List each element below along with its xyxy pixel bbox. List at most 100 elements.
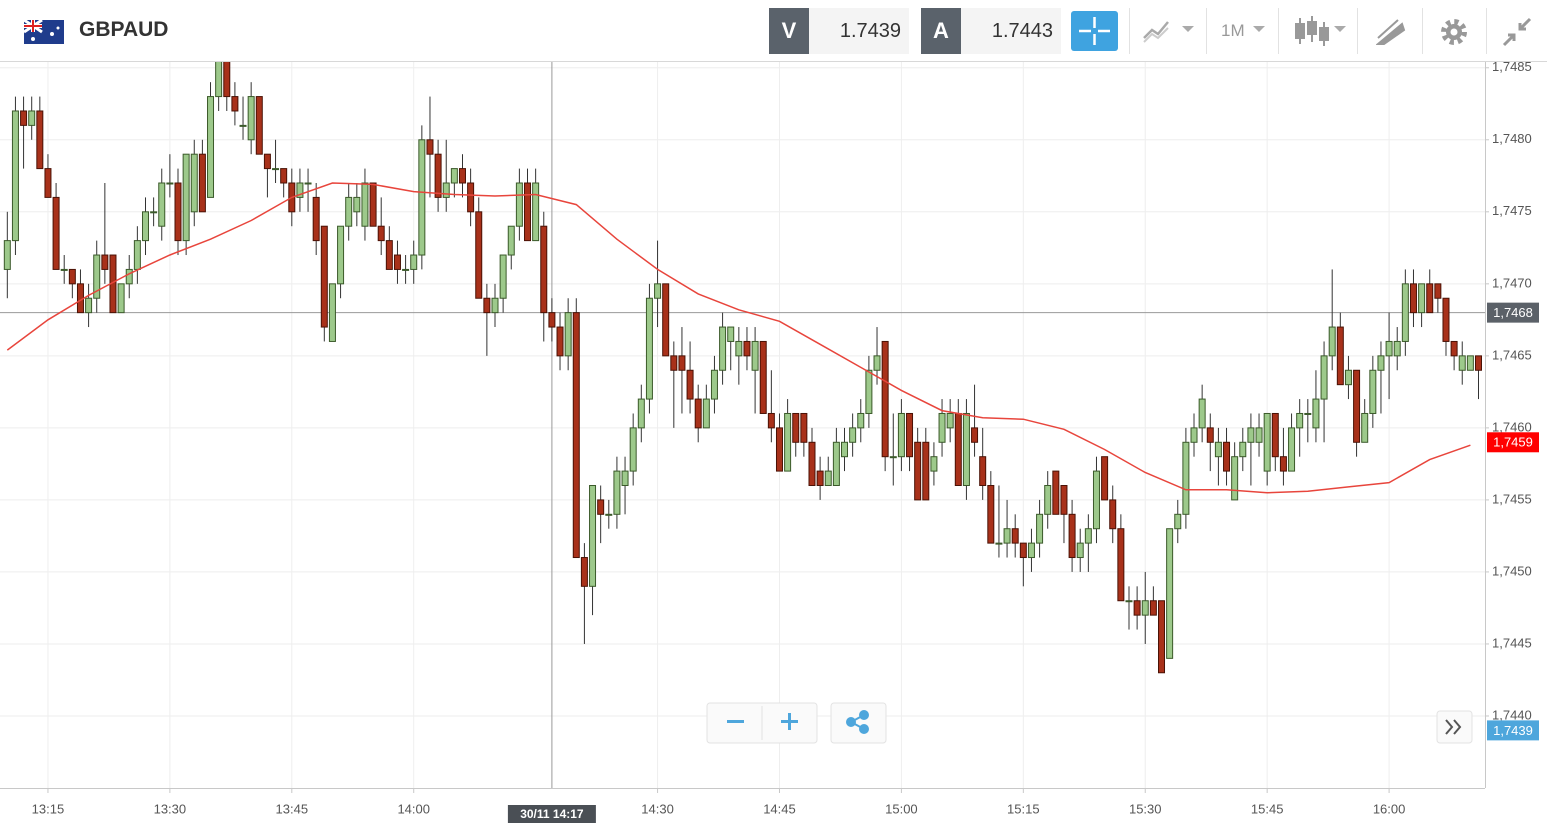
candle-body — [792, 412, 800, 443]
candle-body — [1304, 412, 1312, 415]
candle-body — [1247, 427, 1255, 443]
candle-body — [1353, 369, 1361, 443]
candle-body — [1060, 485, 1068, 515]
candle-body — [377, 225, 385, 242]
candle-body — [979, 456, 987, 487]
candle-body — [1011, 528, 1019, 544]
candle-body — [1158, 600, 1166, 674]
bid-price[interactable]: 1.7439 — [809, 8, 909, 54]
x-tick-label: 15:00 — [885, 801, 918, 816]
candle-body — [3, 240, 11, 270]
flag — [24, 20, 64, 44]
candle-body — [52, 196, 60, 270]
zoom-in[interactable] — [781, 713, 798, 730]
candle-body — [857, 412, 865, 429]
crosshair-button[interactable] — [1071, 11, 1118, 51]
candle-body — [784, 412, 792, 472]
y-tick-label: 1,7440 — [1492, 707, 1532, 722]
candle-body — [369, 182, 377, 227]
ask-label[interactable]: A — [921, 8, 961, 54]
candle-body — [1377, 355, 1385, 371]
candle-body — [914, 441, 922, 501]
candle-body — [1458, 355, 1466, 371]
candle-body — [1385, 340, 1393, 357]
ask-price[interactable]: 1.7443 — [961, 8, 1061, 54]
indicators-button[interactable] — [1292, 14, 1352, 48]
candle-body — [995, 542, 1003, 545]
candle-body — [962, 412, 970, 487]
price-tag-label: 1,7439 — [1493, 723, 1533, 738]
candle-body — [263, 153, 271, 170]
crosshair-time-label: 30/11 14:17 — [520, 807, 584, 821]
candle-body — [589, 485, 597, 587]
candle-body — [1044, 485, 1052, 515]
bid-label[interactable]: V — [769, 8, 809, 54]
candle-body — [11, 110, 19, 242]
candle-body — [540, 225, 548, 314]
price-tag — [1487, 302, 1539, 323]
candle-body — [1109, 499, 1117, 530]
candle-body — [759, 340, 767, 414]
candle-body — [458, 168, 466, 184]
draw-button[interactable] — [1376, 16, 1406, 46]
candle-body — [719, 326, 727, 371]
candle-body — [141, 211, 149, 242]
candle-body — [1117, 528, 1125, 602]
candle-body — [1336, 326, 1344, 386]
candle-body — [483, 297, 491, 314]
settings-button[interactable] — [1439, 17, 1469, 47]
price-tag-label: 1,7459 — [1493, 435, 1533, 450]
candle-body — [1125, 600, 1133, 603]
candle-body — [337, 225, 345, 285]
separator — [1278, 8, 1279, 54]
candle-body — [101, 254, 109, 270]
y-tick-label: 1,7455 — [1492, 491, 1532, 506]
candle-body — [1214, 441, 1222, 458]
zoom-controls — [706, 702, 1473, 744]
candle-body — [44, 168, 52, 198]
price-tag — [1487, 720, 1539, 741]
candle-body — [1296, 412, 1304, 429]
candle-body — [20, 110, 28, 126]
candle-body — [1466, 355, 1474, 371]
candle-body — [320, 225, 328, 328]
x-tick-label: 15:15 — [1007, 801, 1040, 816]
candle-body — [946, 412, 954, 429]
candle-body — [410, 254, 418, 270]
chart-type-button[interactable] — [1140, 16, 1200, 46]
collapse-button[interactable] — [1502, 17, 1532, 47]
y-tick-label: 1,7480 — [1492, 131, 1532, 146]
candle-body — [564, 312, 572, 357]
candle-body — [775, 427, 783, 472]
candle-body — [1344, 369, 1352, 386]
scroll-icon — [1445, 719, 1462, 735]
candle-body — [190, 153, 198, 213]
candle-body — [1450, 340, 1458, 357]
timeframe[interactable]: 1M — [1221, 21, 1245, 40]
x-tick-label: 14:00 — [397, 801, 430, 816]
scroll-right[interactable] — [1436, 710, 1473, 744]
zoom-out[interactable] — [727, 720, 744, 723]
candle-body — [556, 326, 564, 357]
candle-body — [670, 355, 678, 371]
candle-body — [1052, 470, 1060, 515]
candle-body — [1271, 412, 1279, 458]
y-tick-label: 1,7445 — [1492, 635, 1532, 650]
crosshair-time-box — [507, 805, 596, 823]
candle-body — [1474, 355, 1482, 371]
candle-body — [662, 283, 670, 357]
y-tick-label: 1,7470 — [1492, 275, 1532, 290]
candle-body — [280, 168, 288, 184]
share[interactable] — [846, 710, 869, 734]
candle-body — [580, 557, 588, 587]
candle-body — [1239, 441, 1247, 458]
candle-body — [491, 297, 499, 314]
candle-body — [475, 211, 483, 299]
candle-body — [1190, 427, 1198, 443]
x-tick-label: 16:00 — [1373, 801, 1406, 816]
candle-body — [987, 485, 995, 544]
candle-body — [426, 139, 434, 155]
candle-body — [434, 153, 442, 198]
candle-body — [971, 427, 979, 443]
